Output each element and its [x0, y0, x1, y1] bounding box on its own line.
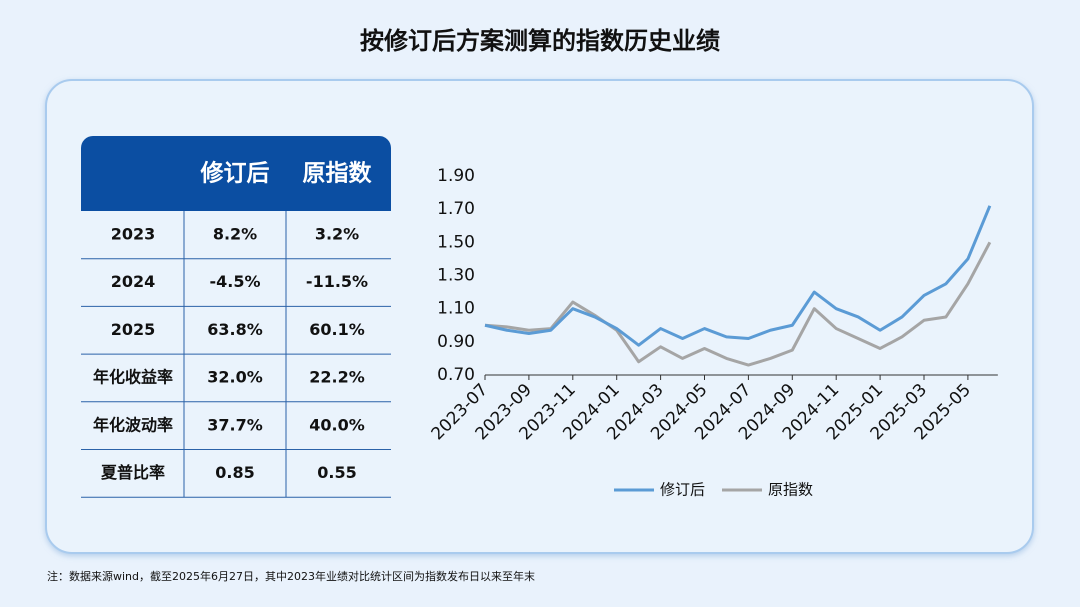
cell: -11.5%: [306, 272, 368, 291]
column-header: 修订后: [200, 160, 270, 187]
y-tick-label: 1.10: [437, 299, 475, 319]
y-tick-label: 1.50: [437, 232, 475, 252]
cell: 3.2%: [315, 225, 359, 244]
row-label: 2023: [111, 225, 156, 244]
y-tick-label: 1.30: [437, 266, 475, 286]
column-header: 原指数: [303, 161, 373, 187]
row-label: 年化波动率: [93, 415, 173, 434]
y-tick-label: 1.70: [437, 199, 475, 219]
cell: 63.8%: [207, 320, 263, 339]
cell: 22.2%: [309, 368, 365, 387]
y-tick-label: 0.90: [437, 332, 475, 352]
legend-label: 原指数: [768, 481, 813, 499]
y-tick-label: 0.70: [437, 365, 475, 385]
cell: 40.0%: [309, 415, 365, 434]
footnote: 注：数据来源wind，截至2025年6月27日，其中2023年业绩对比统计区间为…: [47, 569, 535, 583]
cell: 60.1%: [309, 320, 365, 339]
cell: 8.2%: [213, 225, 257, 244]
row-label: 年化收益率: [93, 368, 173, 387]
row-label: 2025: [111, 320, 156, 339]
y-tick-label: 1.90: [437, 166, 475, 186]
series-line: [484, 241, 992, 367]
cell: 32.0%: [207, 368, 263, 387]
cell: 37.7%: [207, 415, 263, 434]
title: 按修订后方案测算的指数历史业绩: [360, 27, 720, 55]
table-header: [81, 136, 391, 211]
legend-label: 修订后: [660, 481, 705, 499]
cell: 0.85: [215, 463, 254, 482]
row-label: 夏普比率: [100, 463, 165, 482]
series-line: [484, 205, 992, 347]
cell: 0.55: [317, 463, 356, 482]
cell: -4.5%: [209, 272, 260, 291]
row-label: 2024: [111, 272, 156, 291]
